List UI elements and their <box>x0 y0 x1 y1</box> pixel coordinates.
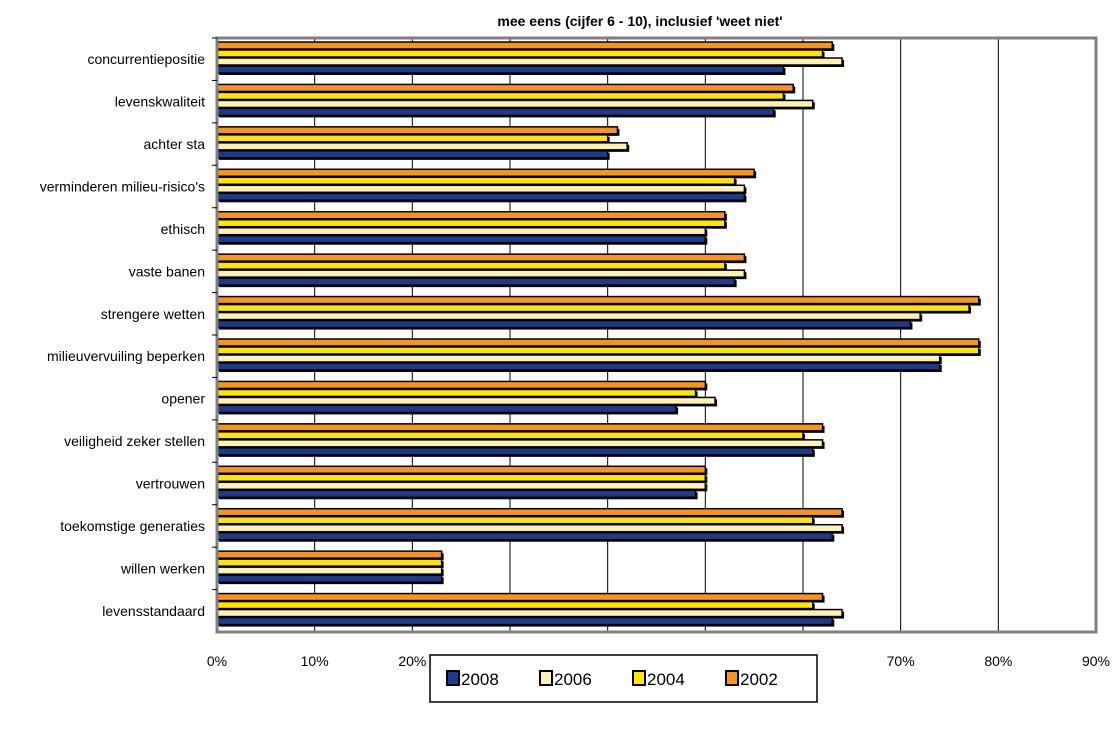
bar-2002 <box>216 550 443 559</box>
bar-2002 <box>216 126 619 135</box>
category-labels: concurrentiepositie levenskwaliteit achter… <box>40 37 217 619</box>
bar-2008 <box>216 447 814 456</box>
category-label: strengere wetten <box>101 306 205 322</box>
legend: 2008 2006 2004 2002 <box>429 654 818 703</box>
bar-2008 <box>216 277 736 286</box>
category-label: achter sta <box>144 136 206 152</box>
bar-2004 <box>216 388 697 398</box>
bar-2006 <box>216 142 628 151</box>
bar-2006 <box>216 481 707 491</box>
x-tick-label: 90% <box>1082 653 1110 669</box>
bar-2002 <box>216 592 824 602</box>
bar-2004 <box>216 558 443 567</box>
bar-2004 <box>216 176 736 186</box>
category-label: veiligheid zeker stellen <box>64 433 205 449</box>
bar-2006 <box>216 184 746 194</box>
bar-2002 <box>216 168 755 178</box>
bar-2008 <box>216 362 941 371</box>
bar-2006 <box>216 99 814 109</box>
legend-label-2006: 2006 <box>554 670 592 689</box>
bar-2002 <box>216 295 980 305</box>
bar-2002 <box>216 380 707 390</box>
bar-2002 <box>216 83 794 93</box>
bar-2002 <box>216 210 726 220</box>
legend-label-2004: 2004 <box>647 670 685 689</box>
category-label: willen werken <box>120 560 205 576</box>
bar-2002 <box>216 41 834 50</box>
bar-2002 <box>216 338 980 347</box>
bar-2006 <box>216 396 716 406</box>
x-tick-label: 80% <box>984 653 1012 669</box>
bar-2006 <box>216 269 746 278</box>
legend-swatch-2002 <box>725 670 739 686</box>
bar-2004 <box>216 134 609 143</box>
bar-2004 <box>216 303 970 313</box>
bar-2008 <box>216 65 785 74</box>
bar-2004 <box>216 431 804 440</box>
x-tick-label: 10% <box>301 653 329 669</box>
bar-2008 <box>216 150 609 159</box>
bar-2006 <box>216 523 843 533</box>
legend-swatch-2006 <box>539 670 553 686</box>
category-label: ethisch <box>161 221 205 237</box>
bar-2008 <box>216 404 677 414</box>
bar-2004 <box>216 49 824 58</box>
x-tick-label: 70% <box>887 653 915 669</box>
bar-2002 <box>216 423 824 432</box>
legend-box <box>429 654 818 703</box>
category-label: levensstandaard <box>102 603 205 619</box>
category-label: vaste banen <box>129 263 205 279</box>
bar-2008 <box>216 192 746 202</box>
bar-2002 <box>216 465 707 475</box>
x-tick-label: 20% <box>398 653 426 669</box>
category-label: levenskwaliteit <box>115 94 205 110</box>
bar-2006 <box>216 566 443 575</box>
bar-2004 <box>216 473 707 483</box>
chart-title: mee eens (cijfer 6 - 10), inclusief 'wee… <box>497 13 782 29</box>
bar-2008 <box>216 531 834 541</box>
bar-2008 <box>216 319 912 329</box>
bar-2004 <box>216 261 726 270</box>
bar-2006 <box>216 439 824 448</box>
bar-2006 <box>216 608 843 618</box>
bar-2004 <box>216 91 785 101</box>
bars <box>216 41 981 627</box>
bar-2006 <box>216 226 707 236</box>
category-label: toekomstige generaties <box>60 518 205 534</box>
category-label: concurrentiepositie <box>87 51 205 67</box>
bar-2008 <box>216 489 697 499</box>
bar-2002 <box>216 507 843 517</box>
x-tick-label: 0% <box>207 653 227 669</box>
bar-2008 <box>216 574 443 583</box>
bar-2004 <box>216 515 814 525</box>
bar-2006 <box>216 354 941 363</box>
category-label: opener <box>161 391 205 407</box>
category-label: vertrouwen <box>136 476 205 492</box>
bar-2004 <box>216 600 814 610</box>
category-label: verminderen milieu-risico's <box>40 179 205 195</box>
legend-label-2002: 2002 <box>740 670 778 689</box>
bar-2004 <box>216 218 726 228</box>
legend-swatch-2004 <box>632 670 646 686</box>
category-label: milieuvervuiling beperken <box>47 348 205 364</box>
bar-2008 <box>216 107 775 117</box>
bar-2002 <box>216 253 746 262</box>
legend-label-2008: 2008 <box>461 670 499 689</box>
legend-swatch-2008 <box>446 670 460 686</box>
bar-2006 <box>216 311 921 321</box>
bar-2004 <box>216 346 980 355</box>
bar-2008 <box>216 616 834 626</box>
bar-2006 <box>216 57 843 66</box>
bar-2008 <box>216 234 707 244</box>
